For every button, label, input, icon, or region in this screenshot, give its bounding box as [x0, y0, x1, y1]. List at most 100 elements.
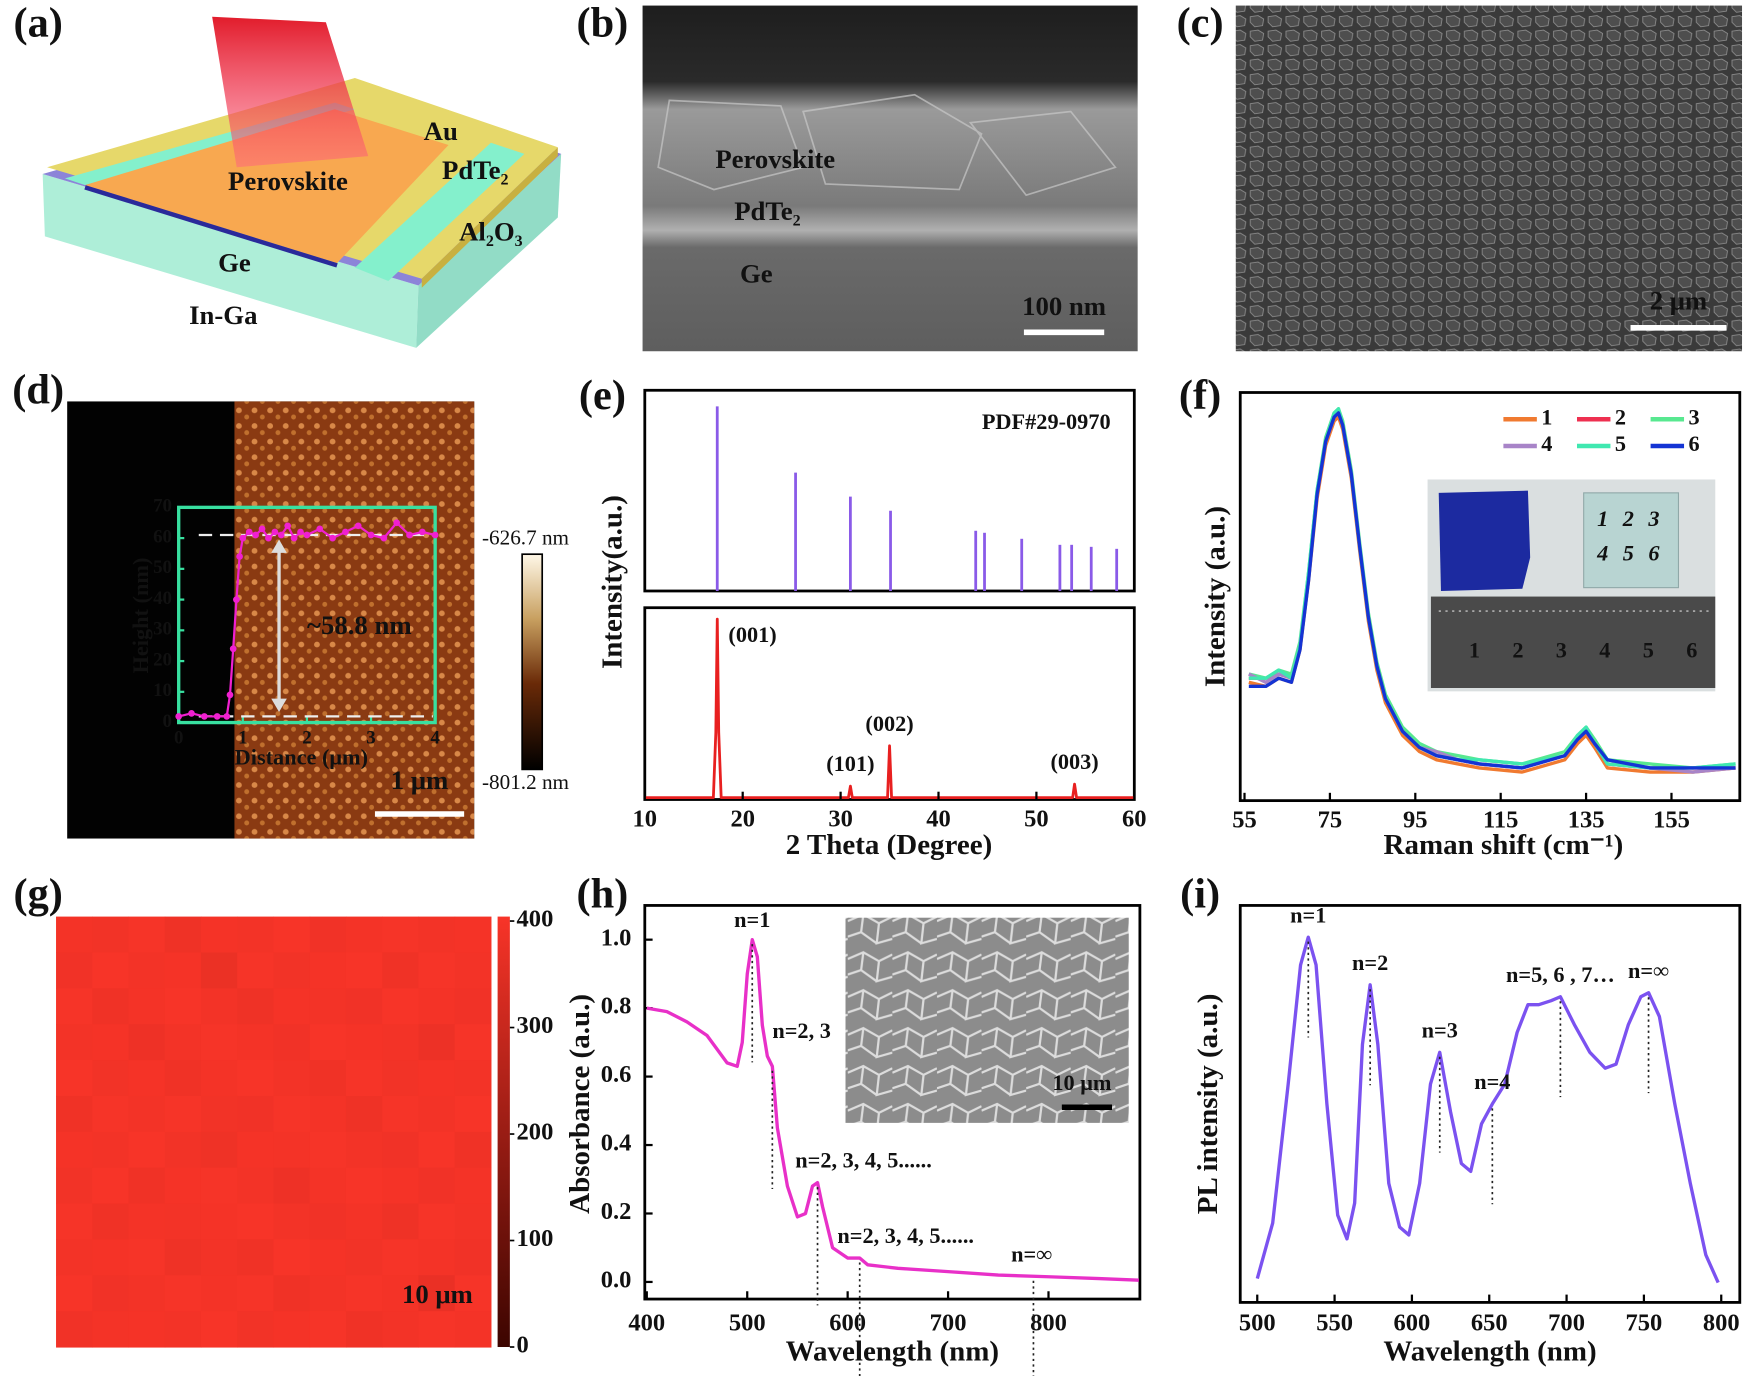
map-cell	[237, 1060, 275, 1097]
map-cell	[200, 1167, 238, 1205]
map-cell	[164, 1024, 202, 1061]
peak-label: (002)	[865, 711, 913, 736]
map-cell	[309, 1060, 347, 1097]
panel-label: (a)	[13, 0, 62, 46]
map-cell	[418, 1060, 456, 1097]
sem-cross-section	[642, 5, 1138, 352]
map-cell	[164, 1275, 202, 1312]
layer-label: Perovskite	[715, 144, 835, 174]
map-cell	[200, 952, 238, 989]
x-tick-label: 800	[1030, 1309, 1067, 1336]
photo-label: 4	[1596, 540, 1608, 565]
schematic-label: Au	[424, 116, 458, 146]
map-cell	[382, 1060, 419, 1097]
map-cell	[454, 1024, 492, 1061]
map-cell	[128, 1167, 166, 1205]
y-axis-label: Height (nm)	[128, 558, 153, 674]
x-tick-label: 1	[238, 728, 247, 749]
x-tick-label: 135	[1568, 806, 1605, 833]
map-cell	[345, 1275, 383, 1312]
y-tick-label: 10	[153, 680, 172, 701]
x-tick-label: 75	[1318, 806, 1343, 833]
map-cell	[454, 988, 492, 1025]
map-cell	[92, 1060, 130, 1097]
y-tick-label: 50	[153, 557, 172, 578]
map-cell	[345, 952, 383, 989]
y-tick-label: 60	[153, 526, 172, 547]
colorbar	[521, 553, 544, 771]
colorbar-label: 200	[517, 1119, 554, 1146]
map-cell	[273, 988, 311, 1025]
xrd-pattern	[644, 617, 1135, 800]
map-cell	[309, 1275, 347, 1312]
x-tick-label: 0	[174, 728, 183, 749]
pdf-label: PDF#29-0970	[982, 409, 1111, 434]
sem-top-view	[1235, 5, 1743, 352]
map-cell	[418, 1024, 456, 1061]
x-tick-label: 60	[1122, 805, 1147, 832]
colorbar	[497, 916, 510, 1348]
map-cell	[273, 1311, 311, 1348]
photo-label: 6	[1648, 540, 1660, 565]
profile-point	[233, 596, 240, 603]
profile-point	[290, 534, 298, 542]
scale-bar-label: 100 nm	[1022, 291, 1106, 321]
profile-point	[175, 713, 183, 720]
crystal-facets	[657, 93, 1117, 197]
ruler-label: 1	[1469, 637, 1480, 662]
map-cell	[237, 916, 275, 954]
map-cell	[382, 1311, 419, 1348]
panel-label: (i)	[1180, 870, 1220, 917]
legend-label: 1	[1541, 404, 1552, 429]
ruler-label: 5	[1643, 637, 1654, 662]
map-cell	[92, 916, 130, 954]
map-cell	[92, 1203, 130, 1240]
legend-label: 3	[1689, 404, 1700, 429]
map-cell	[382, 1203, 419, 1240]
map-cell	[56, 952, 93, 989]
profile-point	[277, 531, 285, 539]
scale-bar-label: 2 μm	[1650, 285, 1708, 315]
legend-label: 4	[1541, 431, 1552, 456]
map-cell	[92, 1131, 130, 1169]
map-cell	[309, 916, 347, 954]
map-cell	[56, 1203, 93, 1240]
peak-label: n=∞	[1628, 958, 1669, 983]
map-cell	[309, 1167, 347, 1205]
map-cell	[454, 1167, 492, 1205]
profile-point	[265, 534, 272, 542]
legend-label: 5	[1615, 431, 1626, 456]
device-schematic	[42, 16, 562, 348]
map-cell	[345, 1060, 383, 1097]
schematic-label: Ge	[218, 248, 251, 278]
map-cell	[200, 1095, 238, 1133]
map-cell	[200, 1239, 238, 1276]
x-tick-label: 4	[430, 728, 440, 749]
peak-label: n=2, 3	[772, 1018, 831, 1043]
map-cell	[164, 1131, 202, 1169]
ruler-label: 2	[1512, 637, 1523, 662]
map-cell	[200, 1275, 238, 1312]
map-cell	[56, 1239, 93, 1276]
photo-label: 2	[1622, 506, 1634, 531]
map-cell	[345, 1167, 383, 1205]
map-cell	[56, 1275, 93, 1312]
map-cell	[56, 1095, 93, 1133]
x-tick-label: 400	[628, 1309, 665, 1336]
profile-point	[393, 519, 401, 527]
profile-point	[303, 531, 311, 539]
x-tick-label: 115	[1483, 806, 1518, 833]
map-cell	[273, 1095, 311, 1133]
map-cell	[273, 1024, 311, 1061]
map-cell	[92, 1239, 130, 1276]
profile-point	[354, 522, 362, 530]
peak-label: n=∞	[1011, 1241, 1052, 1266]
map-cell	[200, 1024, 238, 1061]
map-cell	[128, 1203, 166, 1240]
x-tick-label: 500	[1239, 1309, 1276, 1336]
map-cell	[345, 1095, 383, 1133]
x-axis-label: Distance (μm)	[235, 744, 368, 769]
map-cell	[382, 988, 419, 1025]
spectrum	[1255, 935, 1720, 1284]
